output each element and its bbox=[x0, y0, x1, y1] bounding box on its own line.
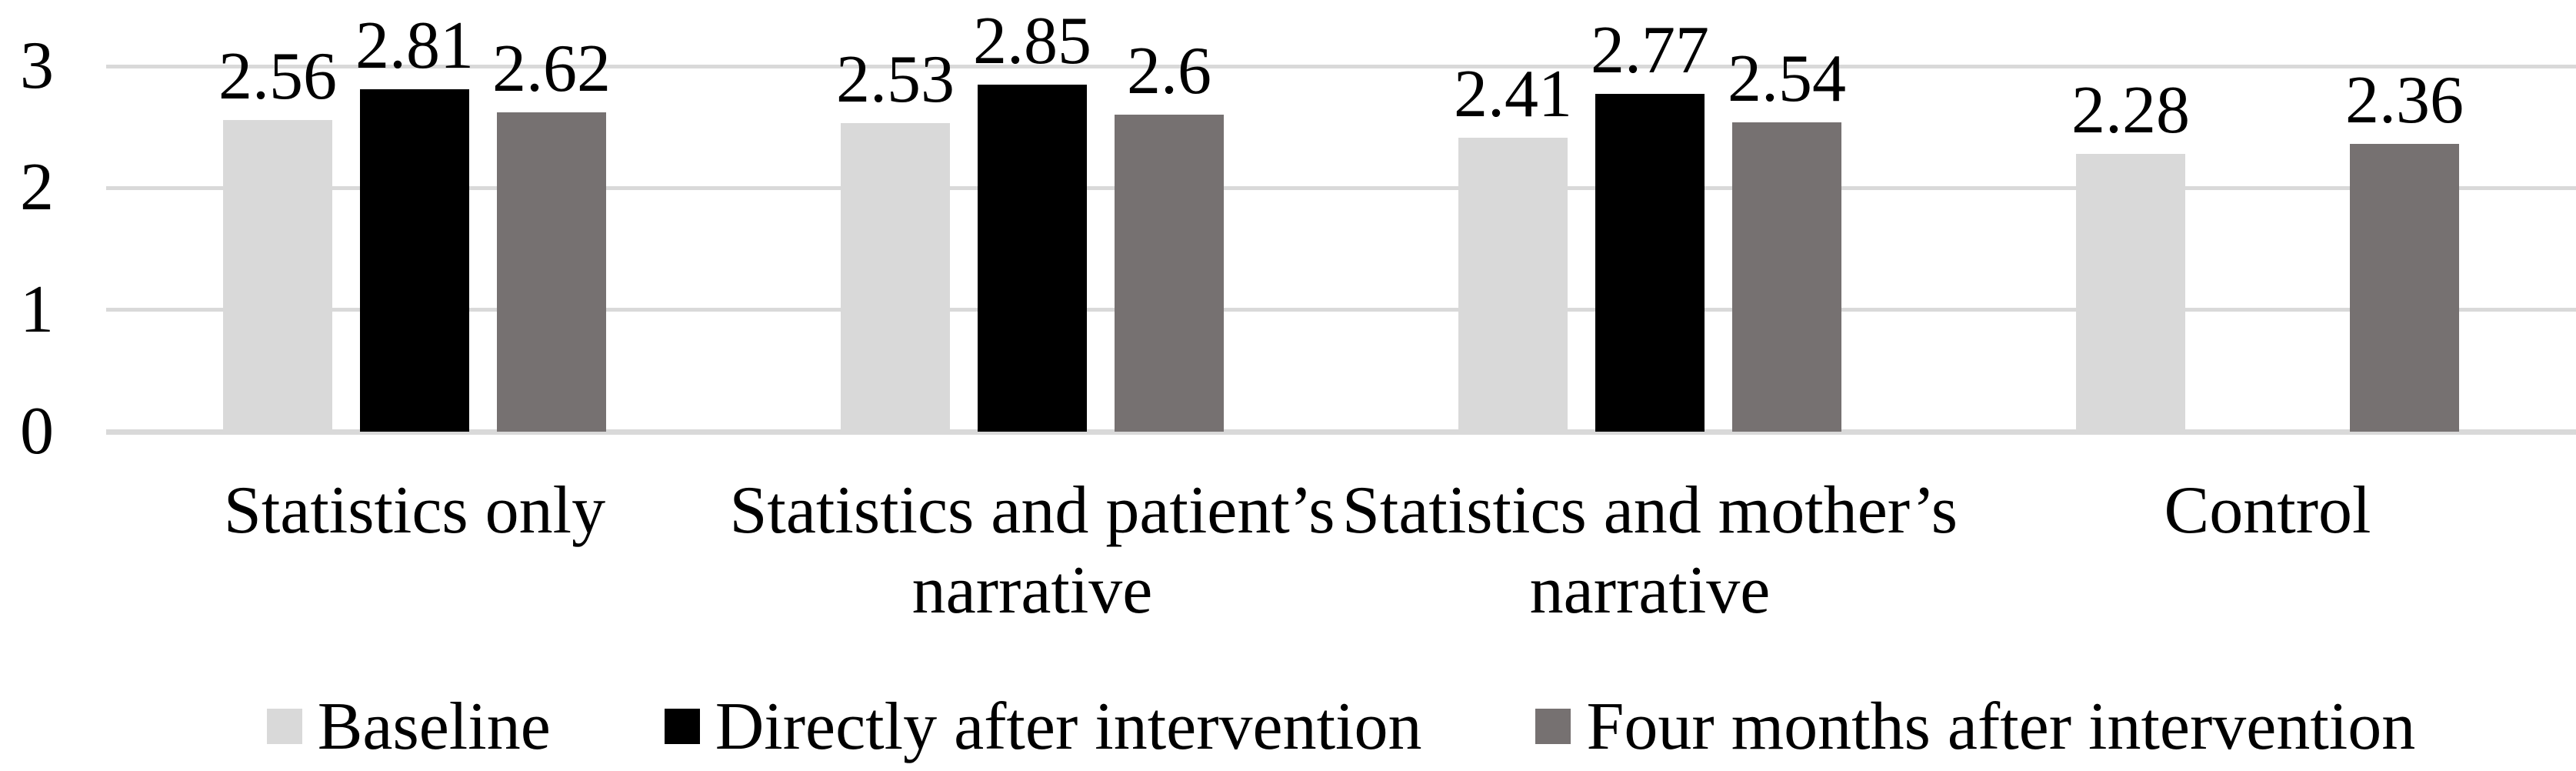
legend-item-four-months-after-intervention: Four months after intervention bbox=[1535, 688, 2415, 766]
data-label: 2.28 bbox=[2071, 73, 2190, 148]
gridline-y2 bbox=[106, 186, 2576, 190]
legend-label: Directly after intervention bbox=[715, 689, 1422, 764]
bar-baseline-group3 bbox=[1458, 138, 1568, 432]
category-label-group4: Control bbox=[2164, 473, 2371, 548]
legend-swatch-icon bbox=[1535, 709, 1571, 744]
data-label: 2.6 bbox=[1127, 34, 1211, 108]
category-label-group2: Statistics and patient’s narrative bbox=[729, 473, 1335, 628]
y-axis-tick-label-3: 3 bbox=[20, 28, 54, 103]
bar-four-months-after-intervention-group4 bbox=[2350, 144, 2459, 432]
x-axis-line bbox=[106, 429, 2576, 435]
gridline-y1 bbox=[106, 308, 2576, 312]
legend-label: Baseline bbox=[317, 689, 551, 764]
bar-baseline-group2 bbox=[841, 123, 950, 432]
category-label-group1: Statistics only bbox=[223, 473, 606, 548]
chart-legend: Baseline Directly after intervention Four … bbox=[106, 683, 2576, 769]
data-label: 2.56 bbox=[218, 39, 337, 114]
legend-swatch-icon bbox=[266, 709, 302, 744]
data-label: 2.77 bbox=[1591, 13, 1709, 88]
legend-item-baseline: Baseline bbox=[266, 688, 551, 766]
legend-label: Four months after intervention bbox=[1586, 689, 2416, 764]
bar-four-months-after-intervention-group3 bbox=[1732, 122, 1841, 432]
bar-four-months-after-intervention-group1 bbox=[497, 112, 606, 432]
data-label: 2.62 bbox=[492, 32, 611, 106]
data-label: 2.41 bbox=[1454, 57, 1572, 132]
gridline-y3 bbox=[106, 65, 2576, 68]
legend-swatch-icon bbox=[664, 709, 700, 744]
legend-item-directly-after-intervention: Directly after intervention bbox=[664, 688, 1422, 766]
bar-baseline-group4 bbox=[2076, 154, 2185, 432]
data-label: 2.85 bbox=[973, 4, 1091, 78]
data-label: 2.81 bbox=[355, 8, 474, 83]
bar-directly-after-intervention-group2 bbox=[978, 85, 1087, 432]
y-axis-tick-label-0: 0 bbox=[20, 394, 54, 469]
bar-directly-after-intervention-group1 bbox=[360, 89, 469, 432]
bar-baseline-group1 bbox=[223, 120, 332, 432]
bar-four-months-after-intervention-group2 bbox=[1115, 115, 1224, 432]
data-label: 2.36 bbox=[2345, 63, 2464, 138]
data-label: 2.54 bbox=[1728, 42, 1846, 116]
data-label: 2.53 bbox=[836, 42, 955, 117]
y-axis-tick-label-2: 2 bbox=[20, 150, 54, 225]
category-label-group3: Statistics and mother’s narrative bbox=[1341, 473, 1958, 628]
y-axis-tick-label-1: 1 bbox=[20, 272, 54, 347]
bar-directly-after-intervention-group3 bbox=[1595, 94, 1705, 432]
